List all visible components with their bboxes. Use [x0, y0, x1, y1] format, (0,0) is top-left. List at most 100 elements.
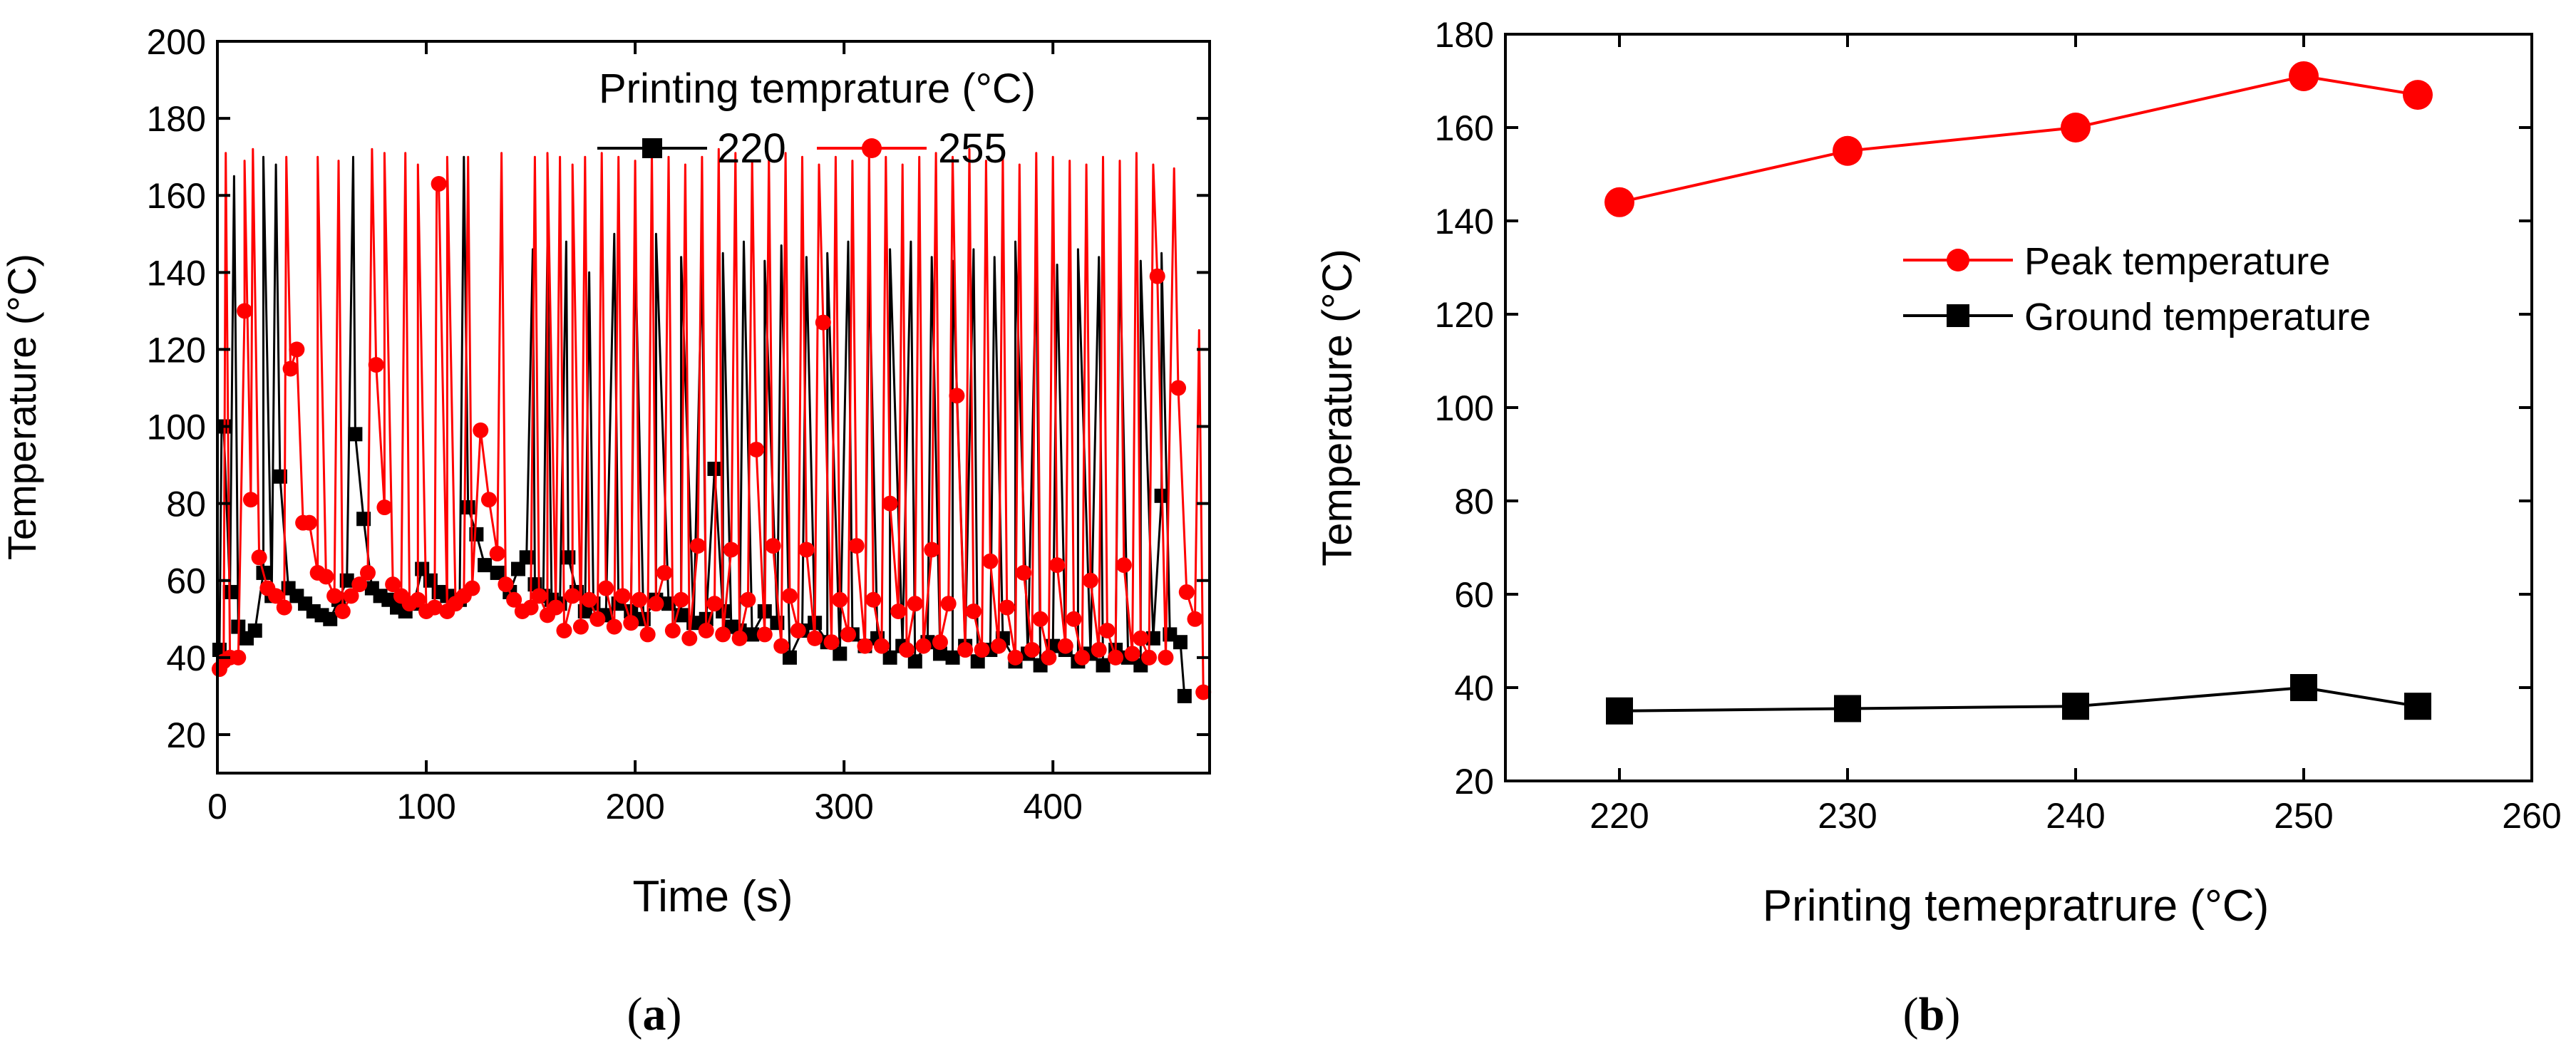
y-axis-label-a: Temperature (°C) [0, 254, 44, 560]
data-point-255 [1057, 638, 1073, 654]
data-point-255 [606, 618, 622, 635]
data-point-255 [781, 588, 798, 604]
x-tick-label-b: 250 [2274, 796, 2333, 836]
data-point-255 [614, 588, 631, 604]
data-point-220 [356, 512, 371, 527]
data-point-255 [965, 603, 982, 619]
data-point-255 [464, 580, 480, 596]
data-point-255 [1187, 611, 1203, 627]
data-point-255 [924, 542, 940, 558]
y-tick-label-b: 60 [1454, 575, 1494, 615]
data-point-255 [840, 626, 857, 643]
data-point-255 [673, 591, 689, 608]
data-point-255 [531, 588, 547, 604]
plot-frame-a [216, 40, 1211, 775]
data-point-255 [857, 638, 873, 654]
data-point-255 [1049, 557, 1066, 574]
data-point-255 [276, 599, 292, 616]
data-point-255 [1133, 630, 1149, 646]
data-point-peak [2403, 80, 2433, 110]
data-point-255 [334, 603, 351, 619]
data-point-255 [230, 649, 247, 666]
data-point-255 [807, 630, 823, 646]
data-point-255 [318, 569, 334, 585]
data-point-255 [765, 538, 781, 554]
data-point-220 [469, 527, 484, 542]
x-tick-label-a: 100 [396, 787, 455, 827]
data-point-255 [790, 623, 806, 639]
x-tick-label-a: 400 [1023, 787, 1082, 827]
data-point-220 [272, 469, 287, 484]
y-axis-ticks-a: 20 40 60 80 100 120 140 160 180 200 [147, 22, 1210, 755]
series-ground-temperature [1606, 674, 2431, 725]
data-point-255 [522, 599, 539, 616]
data-point-220 [945, 650, 960, 665]
data-point-255 [1195, 684, 1212, 700]
data-point-255 [1170, 380, 1187, 396]
data-point-255 [957, 642, 974, 658]
x-tick-label-b: 260 [2502, 796, 2561, 836]
data-point-255 [873, 638, 890, 654]
data-point-220 [1096, 658, 1111, 673]
y-tick-label-a: 180 [147, 99, 206, 139]
data-point-peak [2289, 61, 2319, 91]
data-point-ground [1606, 697, 1633, 725]
x-axis-label-b: Printing temepratrure (°C) [1763, 881, 2269, 931]
x-axis-label-a: Time (s) [633, 872, 793, 921]
data-point-220 [932, 646, 947, 661]
data-point-255 [773, 638, 790, 654]
y-tick-label-b: 80 [1454, 482, 1494, 522]
data-point-255 [681, 630, 698, 646]
data-point-255 [376, 499, 393, 516]
data-point-255 [1091, 642, 1107, 658]
data-point-255 [506, 591, 522, 608]
legend-marker-255 [862, 138, 882, 158]
data-point-255 [359, 564, 376, 581]
data-point-255 [698, 623, 714, 639]
data-point-255 [1024, 642, 1040, 658]
data-point-255 [251, 549, 267, 566]
data-point-255 [473, 422, 489, 438]
legend-label-255: 255 [938, 125, 1007, 172]
y-tick-label-a: 60 [166, 561, 206, 601]
legend-title-a: Printing temprature (°C) [599, 66, 1036, 112]
data-point-peak [1604, 187, 1634, 217]
data-point-255 [385, 576, 401, 593]
data-point-255 [589, 611, 606, 627]
panel-label-b-close: ) [1944, 988, 1960, 1040]
x-axis-ticks-b: 220 230 240 250 260 [1590, 34, 2562, 836]
data-point-220 [907, 654, 922, 669]
data-point-220 [247, 623, 262, 638]
panel-label-a-open: ( [627, 988, 643, 1040]
data-point-220 [782, 650, 797, 665]
data-point-255 [431, 175, 447, 192]
panel-label-a-letter: a [643, 988, 666, 1040]
data-point-220 [490, 565, 505, 580]
x-axis-ticks-a: 0 100 200 300 400 [207, 41, 1083, 827]
data-point-255 [1178, 584, 1195, 600]
data-point-220 [882, 650, 897, 665]
y-tick-label-a: 100 [147, 408, 206, 447]
data-point-peak [1833, 135, 1863, 166]
data-point-255 [907, 596, 923, 612]
legend-label-220: 220 [717, 125, 786, 172]
legend-label-ground: Ground temperature [2024, 296, 2371, 338]
data-point-255 [368, 357, 384, 373]
data-point-255 [289, 341, 305, 358]
data-point-255 [991, 638, 1007, 654]
data-point-255 [1116, 557, 1132, 574]
series-255 [211, 147, 1212, 700]
y-tick-label-a: 160 [147, 176, 206, 216]
data-point-220 [1177, 688, 1192, 703]
data-point-255 [237, 303, 253, 319]
data-point-ground [2062, 693, 2089, 720]
data-point-255 [798, 542, 815, 558]
legend-marker-220 [642, 138, 662, 158]
data-point-255 [899, 642, 915, 658]
data-point-255 [815, 314, 831, 331]
data-point-255 [940, 596, 957, 612]
x-tick-label-b: 240 [2046, 796, 2105, 836]
data-point-255 [556, 623, 572, 639]
panel-label-a: (a) [627, 988, 682, 1040]
